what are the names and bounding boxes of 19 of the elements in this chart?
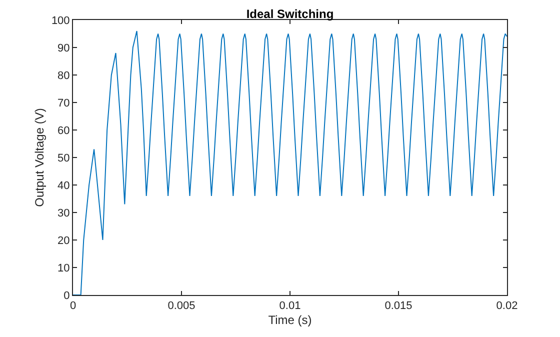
line-series [73, 30, 507, 295]
x-tick-label: 0.005 [168, 300, 196, 312]
x-axis-title: Time (s) [268, 313, 312, 328]
y-tick-label: 50 [58, 152, 70, 164]
x-tick-label: 0.02 [496, 300, 518, 312]
y-tick-label: 30 [58, 207, 70, 220]
y-tick-label: 80 [58, 70, 70, 82]
x-tick-label: 0.015 [384, 300, 412, 312]
y-tick-label: 90 [58, 42, 70, 54]
y-tick-label: 100 [51, 14, 70, 27]
y-tick-label: 40 [58, 180, 70, 192]
chart-title: Ideal Switching [246, 7, 334, 21]
y-tick-label: 0 [64, 290, 70, 302]
y-tick-label: 20 [58, 234, 70, 247]
y-tick-label: 70 [58, 97, 70, 110]
y-tick-label: 10 [58, 262, 70, 274]
y-axis-title: Output Voltage (V) [32, 108, 47, 207]
x-tick-label: 0.01 [279, 300, 301, 312]
y-tick-label: 60 [58, 124, 70, 137]
